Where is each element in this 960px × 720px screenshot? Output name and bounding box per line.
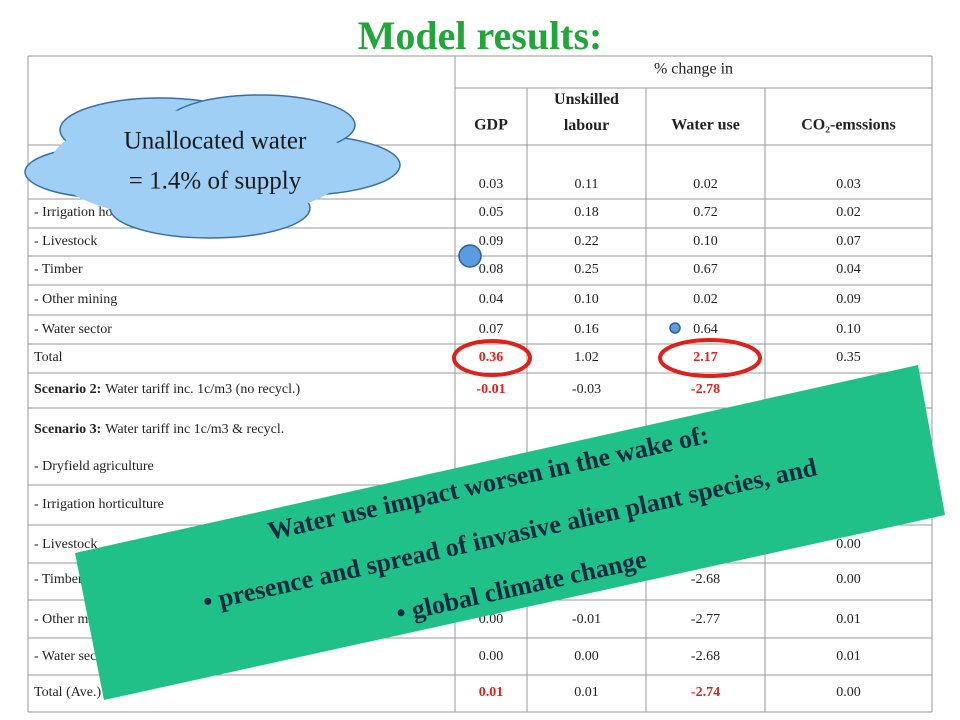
banner [75, 365, 945, 700]
table-cell: 0.02 [693, 177, 718, 192]
table-cell: 0.11 [575, 177, 599, 192]
table-cell: 0.09 [479, 234, 504, 249]
bubble [458, 244, 482, 268]
table-cell: 0.02 [693, 292, 718, 307]
table-cell: 0.22 [574, 234, 599, 249]
table-cell: 0.10 [574, 292, 599, 307]
table-cell: 0.00 [479, 649, 504, 664]
scenario-label: Scenario 2: [34, 382, 101, 397]
table-cell: 0.02 [836, 205, 861, 220]
table-cell: 0.01 [479, 685, 504, 700]
table-cell: 0.08 [479, 262, 504, 277]
table-cell: 0.01 [836, 649, 861, 664]
highlight-ring [658, 338, 762, 378]
column-header: Unskilled labour [554, 91, 619, 134]
slide-title: Model results: [358, 13, 603, 58]
table-cell: 0.35 [836, 350, 861, 365]
row-label: Total [34, 350, 63, 365]
row-label: - Livestock [34, 234, 97, 249]
table-cell: -2.78 [691, 382, 720, 397]
table-cell: 1.02 [574, 350, 599, 365]
table-cell: 0.36 [479, 350, 504, 365]
table-cell: 0.64 [693, 322, 718, 337]
table-cell: 0.07 [836, 234, 861, 249]
table-cell: 0.72 [693, 205, 718, 220]
table-cell: -2.77 [691, 612, 720, 627]
table-cell: 0.10 [836, 322, 861, 337]
row-label: - Timber [34, 572, 83, 587]
table-cell: 0.10 [693, 234, 718, 249]
table-cell: -2.74 [691, 685, 720, 700]
row-label: Total (Ave.) [34, 685, 102, 700]
scenario-label: Scenario 3: [34, 422, 101, 437]
row-label: Water tariff inc. 1c/m3 (no recycl.) [105, 382, 300, 397]
column-header: CO₂-emssions [801, 117, 896, 134]
table-cell: 0.25 [574, 262, 599, 277]
row-label: - Water sector [34, 322, 112, 337]
table-cell: -2.68 [691, 649, 720, 664]
table-cell: 0.04 [479, 292, 504, 307]
table-cell: -2.68 [691, 572, 720, 587]
table-cell: 0.01 [836, 612, 861, 627]
row-label: - Dryfield agriculture [34, 459, 154, 474]
table-cell: 0.00 [836, 537, 861, 552]
row-label: - Other mining [34, 292, 117, 307]
row-label: - Irrigation horticulture [34, 497, 164, 512]
row-label: - Livestock [34, 537, 97, 552]
table-cell: -0.01 [476, 382, 505, 397]
cloud [24, 94, 401, 239]
table-cell: 0.03 [836, 177, 861, 192]
callout-line: Unallocated water [124, 128, 307, 155]
column-header: GDP [474, 117, 508, 134]
table-cell: -0.03 [572, 382, 601, 397]
table-cell: 0.07 [479, 322, 504, 337]
table-cell: 0.04 [836, 262, 861, 277]
table-cell: 0.67 [693, 262, 718, 277]
callout-line: = 1.4% of supply [129, 168, 302, 195]
table-cell: 0.00 [836, 685, 861, 700]
table-cell: 0.05 [479, 205, 504, 220]
table-cell: 0.03 [479, 177, 504, 192]
table-cell: 0.00 [574, 649, 599, 664]
row-label: - Water sector [34, 649, 112, 664]
bubble [669, 322, 681, 334]
table-cell: -0.01 [572, 612, 601, 627]
table-cell: 0.00 [836, 572, 861, 587]
group-header: % change in [654, 61, 733, 78]
row-label: Water tariff inc 1c/m3 & recycl. [105, 422, 284, 437]
table-cell: 0.09 [836, 292, 861, 307]
table-cell: 2.17 [693, 350, 718, 365]
table-cell: 0.16 [574, 322, 599, 337]
highlight-ring [452, 339, 532, 377]
table-cell: 0.01 [574, 685, 599, 700]
table-cell: 0.18 [574, 205, 599, 220]
column-header: Water use [671, 117, 740, 134]
row-label: - Timber [34, 262, 83, 277]
